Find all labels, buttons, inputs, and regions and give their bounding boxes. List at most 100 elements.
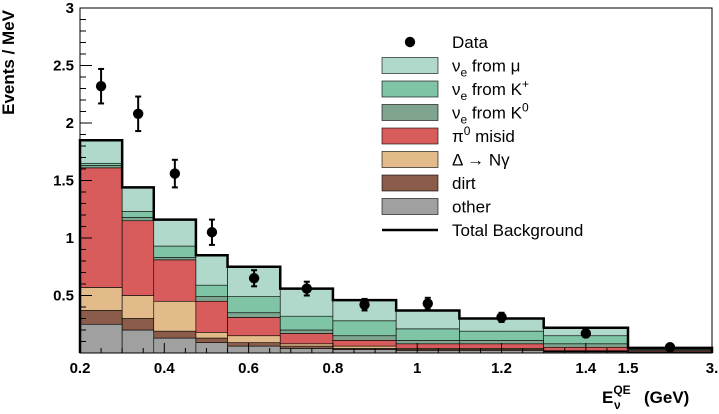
x-tick-label: 1 <box>413 360 421 377</box>
legend-entry-dirt: dirt <box>381 174 476 193</box>
x-axis-title: EQE ν (GeV) <box>602 383 689 412</box>
legend-swatch <box>381 174 439 192</box>
bar-other <box>279 348 334 354</box>
bar-dirt <box>79 310 123 325</box>
y-tick-label: 0.5 <box>53 288 74 305</box>
bar-dirt <box>121 318 155 331</box>
bar-misid <box>153 259 197 302</box>
data-points <box>95 67 676 353</box>
bar-other <box>195 342 228 354</box>
bar-e-from-k <box>332 320 397 337</box>
legend-entry-n: Δ → Nγ <box>381 151 510 170</box>
bar-other <box>153 337 197 354</box>
data-point <box>580 328 592 339</box>
x-tick-label: 3. <box>706 360 719 377</box>
axis-ticks: 0.2 0.4 0.6 0.8 1 1.2 1.4 1.5 3. 0.5 1 1.5 2 2.5 3 <box>53 0 718 377</box>
data-point <box>132 108 144 120</box>
bar-e-from-k <box>395 328 460 341</box>
legend-label: νe from K0 <box>452 101 529 127</box>
bar-misid <box>121 220 155 296</box>
legend-entry-e-from: νe from μ <box>381 57 520 80</box>
data-point <box>301 283 312 294</box>
bar-e-from-k <box>227 296 281 314</box>
y-tick-label: 2.5 <box>53 58 74 75</box>
bar-n <box>153 300 197 332</box>
bar-e-from-k <box>459 330 544 341</box>
bar-dirt <box>153 330 197 339</box>
bar-e-from-k <box>395 340 460 345</box>
bar-misid <box>227 317 281 337</box>
legend-swatch <box>381 127 439 145</box>
bar-e-from-k <box>332 335 397 341</box>
bar-other <box>121 329 155 354</box>
data-point <box>248 273 260 284</box>
bar-n <box>227 335 281 343</box>
bar-e-from-k <box>195 284 228 297</box>
bar-e-from-k <box>153 245 197 258</box>
legend-swatch <box>381 151 439 168</box>
data-point <box>95 81 107 92</box>
bar-misid <box>279 333 334 345</box>
legend-swatch <box>381 57 439 74</box>
legend-label: Δ → Nγ <box>452 151 510 170</box>
x-tick-label: 0.4 <box>154 360 176 377</box>
bar-n <box>79 287 123 311</box>
bar-e-from-k <box>279 329 334 334</box>
legend-label: dirt <box>452 174 476 193</box>
bar-n <box>195 331 228 339</box>
bar-e-from-k <box>121 217 155 222</box>
legend-entry-e-from-k: νe from K+ <box>381 77 529 103</box>
x-axis-label: EQE ν (GeV) <box>602 383 689 412</box>
bar-n <box>121 295 155 319</box>
legend-label: π0 misid <box>452 124 515 146</box>
legend-label: νe from μ <box>452 57 520 80</box>
bar-e-from-k <box>195 296 228 302</box>
legend-swatch <box>381 104 439 121</box>
data-point <box>206 227 218 238</box>
y-tick-label: 2 <box>66 115 74 132</box>
data-point <box>359 299 370 310</box>
bar-e-from-k <box>279 315 334 331</box>
y-tick-label: 1.5 <box>53 173 74 190</box>
legend-label: Total Background <box>452 221 583 240</box>
legend-marker-data <box>404 36 416 48</box>
bar-e-from <box>195 254 228 286</box>
bar-other <box>227 345 281 354</box>
x-tick-label: 1.5 <box>618 360 639 377</box>
x-tick-label: 1.2 <box>491 360 512 377</box>
bar-e-from-k <box>79 165 123 169</box>
legend-label: Data <box>452 33 488 52</box>
bar-other <box>332 349 397 354</box>
bar-e-from-k <box>227 312 281 318</box>
legend-entry-e-from-k: νe from K0 <box>381 101 529 127</box>
x-tick-label: 0.2 <box>70 360 91 377</box>
x-tick-label: 1.4 <box>575 360 597 377</box>
bar-e-from <box>79 139 123 164</box>
bar-misid <box>195 300 228 333</box>
data-point <box>664 342 676 353</box>
y-axis-label: Events / MeV <box>0 9 18 115</box>
y-tick-label: 1 <box>66 230 74 247</box>
bar-misid <box>332 340 397 347</box>
legend-label: other <box>452 198 491 217</box>
x-tick-label: 0.8 <box>322 360 343 377</box>
legend-entry-other: other <box>381 198 491 217</box>
y-axis-title: Events / MeV <box>0 9 18 115</box>
legend-swatch <box>381 198 439 215</box>
bar-e-from <box>153 219 197 247</box>
legend-entry-total-background: Total Background <box>382 221 583 240</box>
bar-e-from <box>121 187 155 212</box>
legend-swatch <box>381 80 439 98</box>
bar-misid <box>395 343 460 349</box>
bar-e-from-k <box>79 162 123 166</box>
bar-e-from <box>395 310 460 330</box>
bar-dirt <box>227 342 281 347</box>
bar-misid <box>79 167 123 288</box>
legend-entry-data: Data <box>404 33 488 52</box>
legend-entry-misid: π0 misid <box>381 124 515 146</box>
bar-dirt <box>279 345 334 349</box>
bar-dirt <box>195 337 228 343</box>
data-point <box>422 298 433 309</box>
